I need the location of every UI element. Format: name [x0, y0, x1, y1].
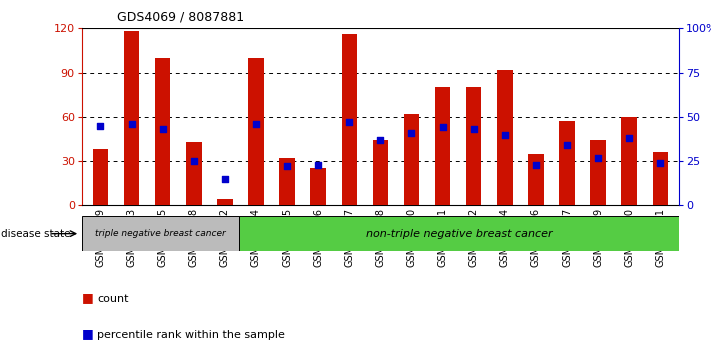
Bar	[590, 141, 606, 205]
Bar	[560, 121, 574, 205]
Bar	[217, 199, 232, 205]
Bar	[311, 169, 326, 205]
Bar	[497, 70, 513, 205]
Text: GDS4069 / 8087881: GDS4069 / 8087881	[117, 11, 245, 24]
Bar	[155, 58, 171, 205]
Point	[592, 155, 604, 160]
Point	[624, 135, 635, 141]
Point	[157, 126, 169, 132]
Bar	[186, 142, 201, 205]
Text: disease state: disease state	[1, 229, 70, 239]
Bar	[341, 34, 357, 205]
Point	[406, 130, 417, 136]
Bar	[239, 216, 679, 251]
Point	[562, 142, 573, 148]
Point	[343, 119, 355, 125]
Point	[126, 121, 137, 127]
Text: non-triple negative breast cancer: non-triple negative breast cancer	[365, 229, 552, 239]
Bar	[621, 117, 637, 205]
Point	[282, 164, 293, 169]
Bar	[466, 87, 481, 205]
Point	[437, 125, 448, 130]
Text: ■: ■	[82, 291, 97, 304]
Point	[250, 121, 262, 127]
Point	[655, 160, 666, 166]
Bar	[248, 58, 264, 205]
Bar	[124, 31, 139, 205]
Bar	[435, 87, 450, 205]
Point	[375, 137, 386, 143]
Point	[313, 162, 324, 167]
Bar	[279, 158, 295, 205]
Text: count: count	[97, 295, 129, 304]
Point	[499, 132, 510, 137]
Point	[188, 158, 199, 164]
Point	[468, 126, 479, 132]
Bar	[92, 149, 108, 205]
Point	[530, 162, 542, 167]
Bar	[653, 152, 668, 205]
Text: percentile rank within the sample: percentile rank within the sample	[97, 330, 285, 340]
Text: ■: ■	[82, 327, 97, 340]
Bar	[82, 216, 239, 251]
Text: triple negative breast cancer: triple negative breast cancer	[95, 229, 225, 238]
Bar	[404, 114, 419, 205]
Point	[219, 176, 230, 182]
Bar	[528, 154, 544, 205]
Point	[95, 123, 106, 129]
Bar	[373, 141, 388, 205]
